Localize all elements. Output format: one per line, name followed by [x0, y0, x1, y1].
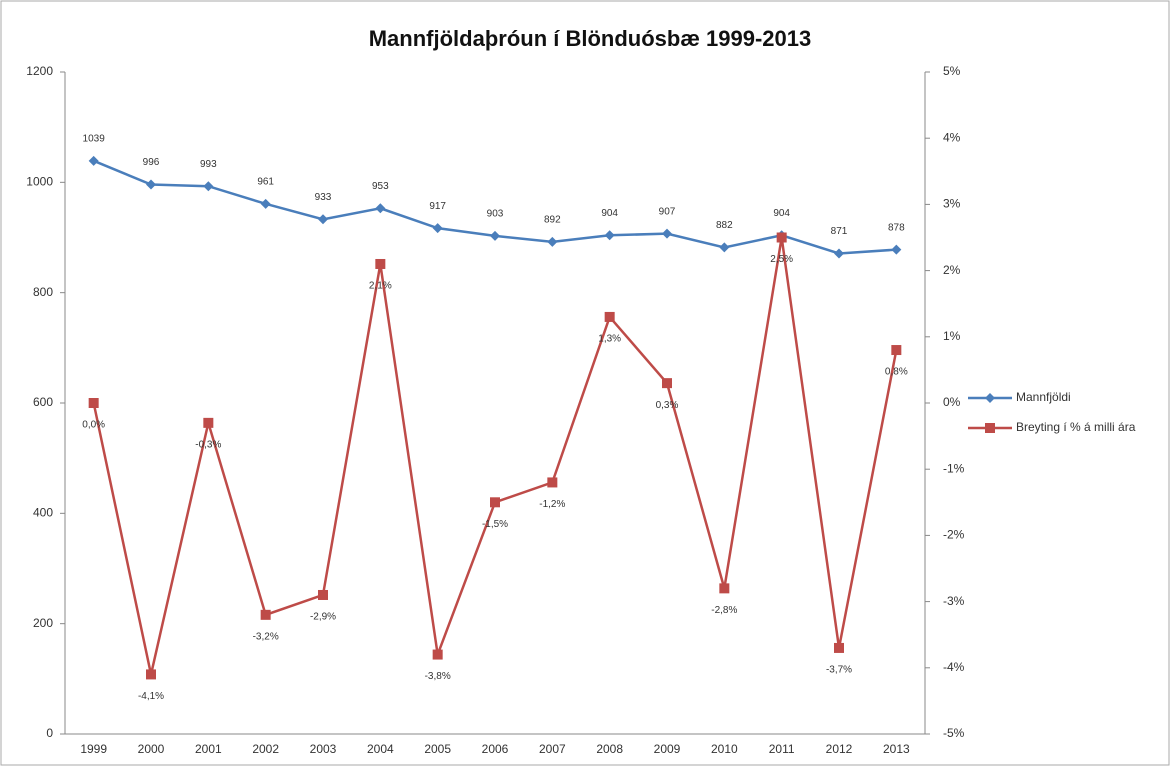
- data-label: 2,5%: [770, 254, 793, 265]
- y2-tick-label: -5%: [943, 726, 965, 740]
- x-tick-label: 2002: [252, 742, 279, 756]
- x-tick-label: 2013: [883, 742, 910, 756]
- data-label: 996: [143, 157, 160, 168]
- point: [891, 244, 902, 255]
- y2-tick-label: -4%: [943, 660, 965, 674]
- x-tick-label: 2009: [654, 742, 681, 756]
- y-tick-label: 200: [33, 616, 53, 630]
- y2-tick-label: -3%: [943, 594, 965, 608]
- point: [604, 311, 615, 322]
- data-label: 961: [257, 176, 274, 187]
- x-tick-label: 2004: [367, 742, 394, 756]
- data-label: 903: [487, 208, 504, 219]
- x-tick-label: 2003: [310, 742, 337, 756]
- data-label: 953: [372, 181, 389, 192]
- point: [490, 230, 500, 241]
- point: [432, 223, 443, 234]
- y2-tick-label: 4%: [943, 130, 961, 144]
- x-tick-label: 2012: [826, 742, 853, 756]
- data-label: -0,3%: [195, 440, 221, 451]
- data-label: -3,8%: [425, 671, 451, 682]
- y-tick-label: 600: [33, 395, 53, 409]
- y2-tick-label: 1%: [943, 329, 961, 343]
- y2-tick-label: 5%: [943, 64, 961, 78]
- data-label: 878: [888, 222, 905, 233]
- data-label: 0,8%: [885, 367, 908, 378]
- point: [318, 589, 328, 600]
- y2-tick-label: -2%: [943, 528, 965, 542]
- data-label: 2,1%: [369, 281, 392, 292]
- chart-title: Mannfjöldaþróun í Blönduósbæ 1999-2013: [369, 26, 812, 51]
- point: [490, 497, 500, 508]
- y-tick-label: 1200: [26, 64, 53, 78]
- x-tick-label: 2000: [138, 742, 165, 756]
- data-label: 933: [315, 192, 332, 203]
- point: [260, 198, 271, 209]
- point: [375, 258, 386, 269]
- point: [547, 477, 558, 488]
- data-label: 871: [831, 226, 848, 237]
- y2-tick-label: 0%: [943, 395, 961, 409]
- point: [719, 242, 730, 253]
- y-tick-label: 1000: [26, 175, 53, 189]
- point: [318, 214, 328, 225]
- data-label: -1,2%: [539, 499, 565, 510]
- point: [776, 232, 787, 243]
- point: [662, 378, 672, 389]
- x-tick-label: 2001: [195, 742, 222, 756]
- data-label: -4,1%: [138, 691, 164, 702]
- x-tick-label: 2010: [711, 742, 738, 756]
- y-tick-label: 800: [33, 285, 53, 299]
- y-tick-label: 400: [33, 506, 53, 520]
- y-tick-label: 0: [46, 726, 53, 740]
- data-label: -3,2%: [253, 631, 279, 642]
- data-label: 1039: [83, 133, 106, 144]
- data-label: 904: [773, 208, 790, 219]
- data-label: 892: [544, 215, 561, 226]
- x-tick-label: 1999: [80, 742, 107, 756]
- point: [88, 398, 99, 408]
- data-label: 993: [200, 159, 217, 170]
- data-label: -2,9%: [310, 612, 336, 623]
- x-tick-label: 2007: [539, 742, 566, 756]
- data-label: 1,3%: [598, 334, 621, 345]
- x-tick-label: 2006: [482, 742, 509, 756]
- point: [547, 236, 558, 247]
- x-tick-label: 2005: [424, 742, 451, 756]
- data-label: 0,0%: [82, 420, 105, 431]
- point: [146, 669, 156, 680]
- legend-label: Mannfjöldi: [1016, 390, 1071, 404]
- data-label: 0,3%: [656, 400, 679, 411]
- data-label: 907: [659, 206, 676, 217]
- data-label: 904: [601, 208, 618, 219]
- point: [985, 393, 995, 403]
- x-tick-label: 2008: [596, 742, 623, 756]
- point: [834, 642, 844, 653]
- data-label: -2,8%: [711, 605, 737, 616]
- y2-tick-label: 2%: [943, 263, 961, 277]
- y2-tick-label: 3%: [943, 197, 961, 211]
- point: [375, 203, 386, 214]
- point: [604, 230, 615, 241]
- data-label: -1,5%: [482, 519, 508, 530]
- point: [203, 417, 214, 428]
- point: [891, 345, 902, 356]
- legend-label: Breyting í % á milli ára: [1016, 420, 1136, 434]
- point: [88, 155, 99, 166]
- data-label: 882: [716, 220, 733, 231]
- data-label: 917: [429, 201, 446, 212]
- point: [203, 181, 214, 192]
- point: [662, 228, 672, 239]
- point: [146, 179, 156, 190]
- point: [260, 609, 271, 620]
- data-label: -3,7%: [826, 665, 852, 676]
- x-tick-label: 2011: [769, 742, 795, 756]
- point: [834, 248, 844, 259]
- point: [432, 649, 443, 660]
- point: [985, 423, 995, 433]
- y2-tick-label: -1%: [943, 461, 965, 475]
- point: [719, 583, 730, 594]
